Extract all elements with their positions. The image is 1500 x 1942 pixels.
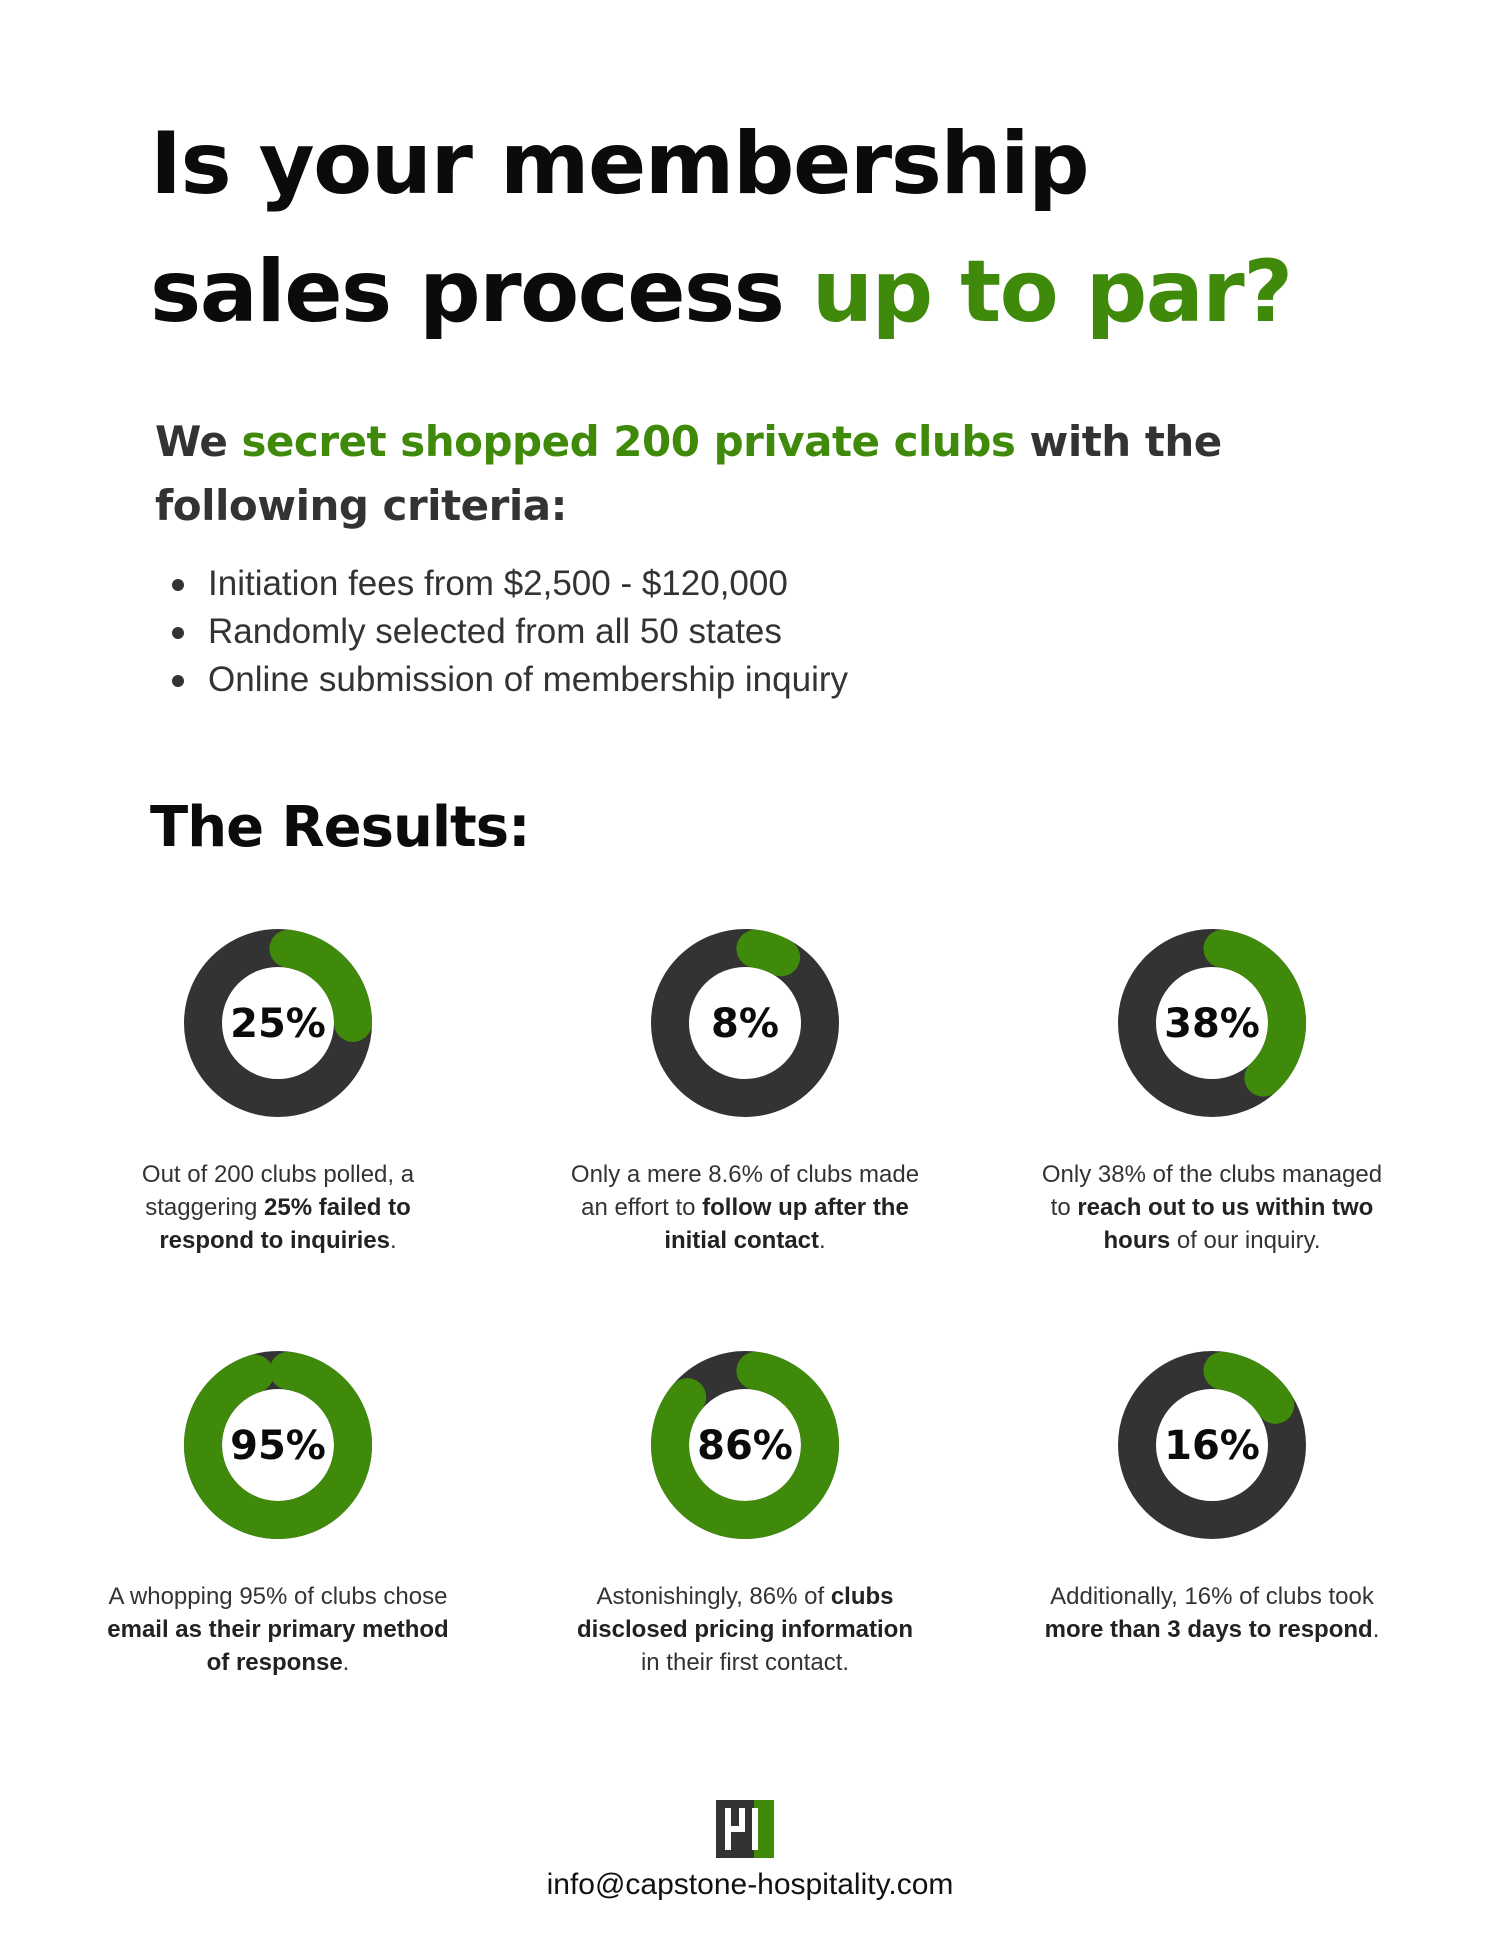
caption-emphasis: follow up after the initial contact [664,1194,909,1254]
criteria-list: Initiation fees from $2,500 - $120,000 R… [172,560,848,704]
stat-card: 95% A whopping 95% of clubs chose email a… [58,1350,498,1679]
subhead-highlight: secret shopped 200 private clubs [241,417,1016,466]
stat-caption: Additionally, 16% of clubs took more tha… [992,1580,1432,1646]
donut-value-label: 95% [230,1423,326,1469]
stat-caption: Out of 200 clubs polled, a staggering 25… [58,1158,498,1257]
stat-card: 86% Astonishingly, 86% of clubs disclosed… [525,1350,965,1679]
stat-card: 8% Only a mere 8.6% of clubs made an effo… [525,928,965,1257]
stat-caption: Only a mere 8.6% of clubs made an effort… [525,1158,965,1257]
caption-text: . [390,1227,397,1254]
stat-card: 16% Additionally, 16% of clubs took more … [992,1350,1432,1646]
results-title: The Results: [150,795,531,860]
caption-text: . [819,1227,826,1254]
criteria-item: Online submission of membership inquiry [172,656,848,704]
donut-segment [736,929,801,977]
contact-email[interactable]: info@capstone-hospitality.com [546,1868,954,1901]
subhead: We secret shopped 200 private clubs with… [155,410,1255,538]
donut-value-label: 25% [230,1001,326,1047]
donut-segment [651,1351,839,1539]
subhead-end: with the following criteria: [155,417,1222,530]
stat-card: 38% Only 38% of the clubs managed to reac… [992,928,1432,1257]
donut-chart: 86% [651,1351,839,1539]
caption-text: Astonishingly, 86% of [596,1583,831,1610]
stat-caption: A whopping 95% of clubs chose email as t… [58,1580,498,1679]
caption-emphasis: reach out to us within two hours [1077,1194,1374,1254]
donut-value-label: 86% [697,1423,793,1469]
caption-text: . [1372,1616,1380,1643]
caption-text: in their first contact. [640,1649,850,1676]
headline: Is your membership sales process up to p… [150,100,1350,356]
donut-segment [184,1351,372,1539]
criteria-item: Initiation fees from $2,500 - $120,000 [172,560,848,608]
caption-emphasis: email as their primary method of respons… [107,1616,449,1676]
donut-chart: 25% [184,929,372,1117]
caption-text: Only a mere 8.6% of clubs made an effort… [570,1161,920,1221]
criteria-item: Randomly selected from all 50 states [172,608,848,656]
donut-chart: 8% [651,929,839,1117]
donut-chart: 16% [1118,1351,1306,1539]
headline-highlight: up to par? [811,242,1293,342]
donut-chart: 38% [1118,929,1306,1117]
caption-text: Additionally, 16% of clubs took [1050,1583,1374,1610]
headline-line2: sales process [150,242,812,342]
caption-emphasis: 25% failed to respond to inquiries [159,1194,411,1254]
donut-segment [269,929,372,1042]
caption-text: Only 38% of the clubs managed to [1041,1161,1383,1221]
caption-text: . [342,1649,350,1676]
caption-text: of our inquiry. [1170,1227,1321,1254]
stat-caption: Only 38% of the clubs managed to reach o… [992,1158,1432,1257]
donut-value-label: 8% [711,1001,779,1047]
headline-line1: Is your membership [150,114,1090,214]
caption-emphasis: clubs disclosed pricing information [576,1583,914,1643]
donut-value-label: 16% [1164,1423,1260,1469]
caption-emphasis: more than 3 days to respond [1044,1616,1373,1643]
donut-segment [1203,1351,1295,1424]
stat-card: 25% Out of 200 clubs polled, a staggering… [58,928,498,1257]
donut-segment [1203,929,1306,1097]
capstone-logo-icon [716,1800,774,1858]
donut-value-label: 38% [1164,1001,1260,1047]
stat-caption: Astonishingly, 86% of clubs disclosed pr… [525,1580,965,1679]
caption-text: A whopping 95% of clubs chose [108,1583,448,1610]
caption-text: Out of 200 clubs polled, a staggering [141,1161,415,1221]
donut-chart: 95% [184,1351,372,1539]
subhead-start: We [155,417,242,466]
